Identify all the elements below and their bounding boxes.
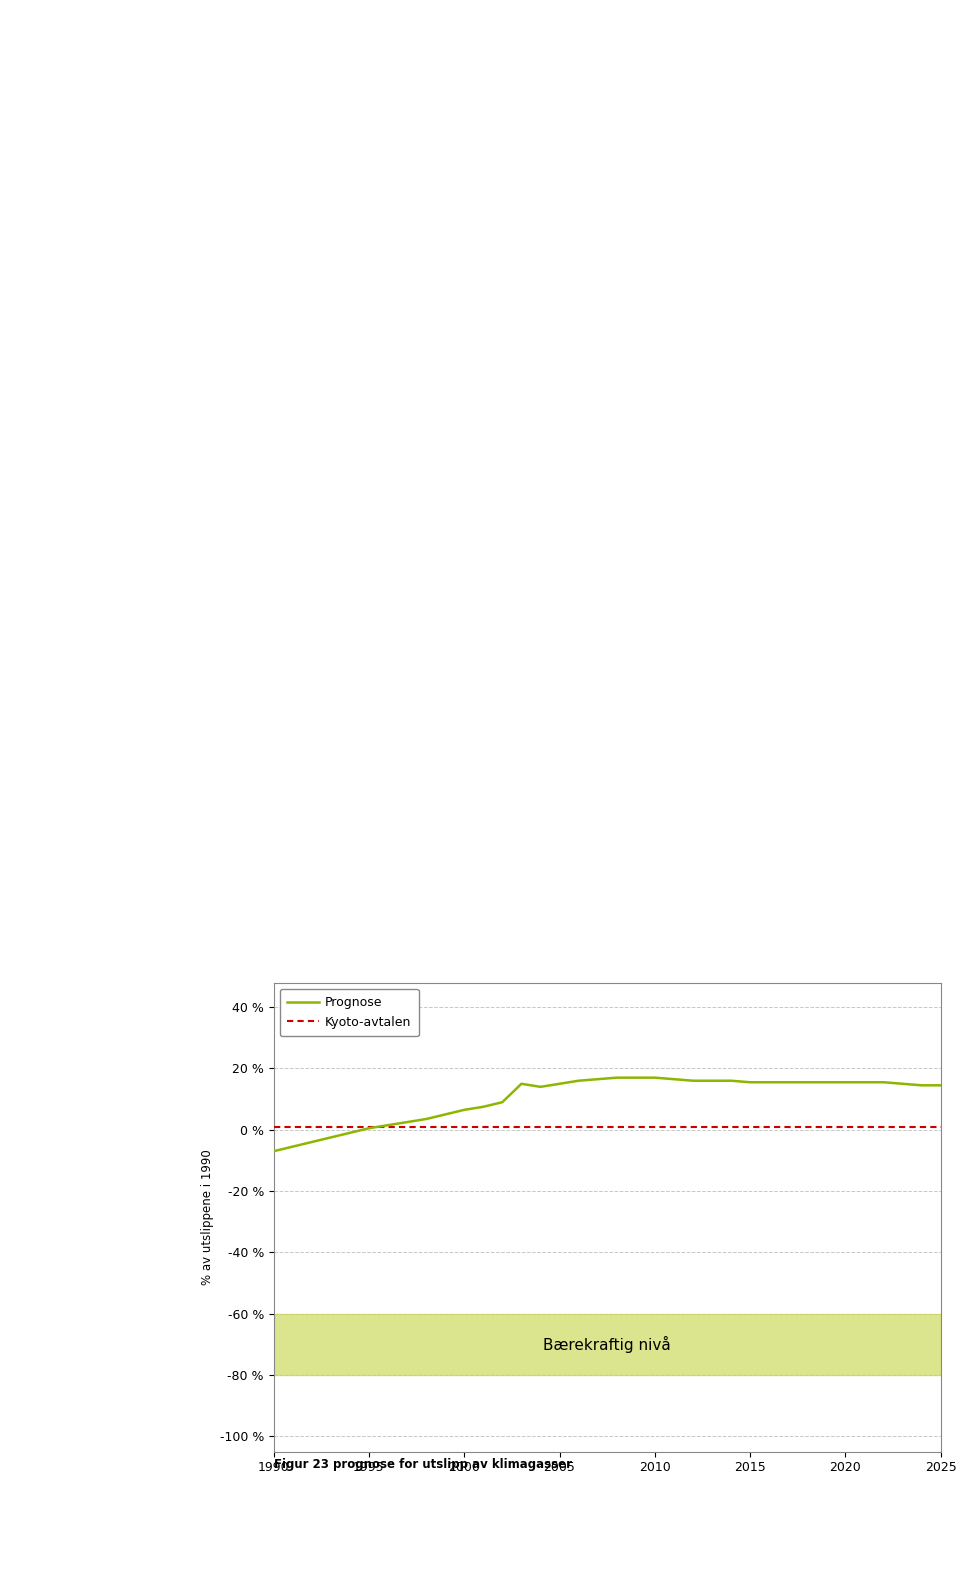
Legend: Prognose, Kyoto-avtalen: Prognose, Kyoto-avtalen (280, 989, 419, 1037)
Y-axis label: % av utslippene i 1990: % av utslippene i 1990 (201, 1150, 214, 1285)
Text: Figur 23 prognose for utslipp av klimagasser: Figur 23 prognose for utslipp av klimaga… (274, 1458, 571, 1471)
Text: Bærekraftig nivå: Bærekraftig nivå (543, 1336, 671, 1353)
